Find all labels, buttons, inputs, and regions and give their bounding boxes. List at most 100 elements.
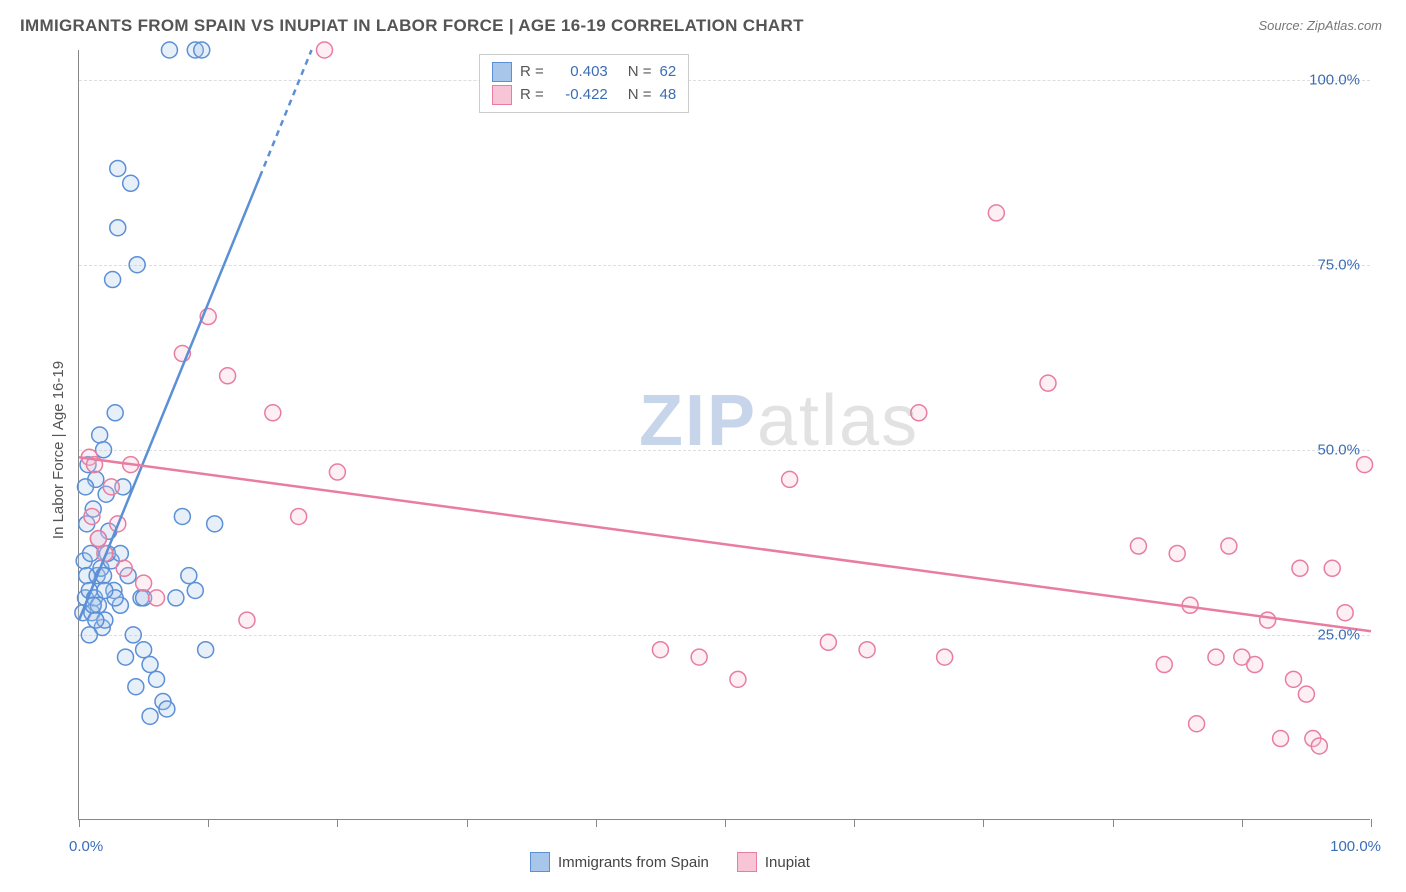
x-tick [1371, 819, 1372, 827]
trend-line-spain [79, 177, 260, 620]
scatter-point-inupiat [1208, 649, 1224, 665]
scatter-point-inupiat [1285, 671, 1301, 687]
x-tick [79, 819, 80, 827]
scatter-point-spain [123, 175, 139, 191]
trend-line-dashed-spain [260, 50, 312, 177]
x-tick [208, 819, 209, 827]
scatter-point-spain [110, 220, 126, 236]
scatter-point-inupiat [782, 471, 798, 487]
scatter-point-inupiat [329, 464, 345, 480]
scatter-point-spain [187, 582, 203, 598]
legend-series: Immigrants from Spain Inupiat [530, 852, 810, 872]
scatter-point-inupiat [1273, 731, 1289, 747]
legend-swatch-spain [492, 62, 512, 82]
scatter-point-inupiat [1189, 716, 1205, 732]
scatter-point-spain [96, 442, 112, 458]
x-tick-label: 100.0% [1321, 838, 1381, 855]
scatter-point-spain [129, 257, 145, 273]
legend-swatch-inupiat [737, 852, 757, 872]
scatter-point-spain [149, 671, 165, 687]
scatter-point-inupiat [136, 575, 152, 591]
scatter-point-inupiat [691, 649, 707, 665]
scatter-point-inupiat [103, 479, 119, 495]
x-tick [1242, 819, 1243, 827]
scatter-point-inupiat [730, 671, 746, 687]
scatter-point-spain [136, 642, 152, 658]
legend-stats: R = 0.403 N = 62 R = -0.422 N = 48 [479, 54, 689, 113]
scatter-point-inupiat [1156, 657, 1172, 673]
scatter-plot: ZIPatlas R = 0.403 N = 62 R = -0.422 N =… [78, 50, 1370, 820]
x-tick [337, 819, 338, 827]
scatter-point-inupiat [149, 590, 165, 606]
scatter-point-spain [159, 701, 175, 717]
scatter-point-inupiat [1247, 657, 1263, 673]
scatter-point-inupiat [90, 531, 106, 547]
x-tick [725, 819, 726, 827]
legend-r-value: 0.403 [552, 61, 608, 84]
scatter-point-spain [125, 627, 141, 643]
x-tick-label: 0.0% [69, 838, 103, 855]
x-tick [854, 819, 855, 827]
scatter-point-spain [198, 642, 214, 658]
y-tick-label: 50.0% [1317, 441, 1360, 458]
scatter-point-spain [207, 516, 223, 532]
scatter-point-inupiat [1311, 738, 1327, 754]
y-axis-label: In Labor Force | Age 16-19 [50, 361, 67, 539]
scatter-point-inupiat [291, 508, 307, 524]
y-tick-label: 75.0% [1317, 256, 1360, 273]
scatter-point-spain [110, 160, 126, 176]
legend-item-inupiat: Inupiat [737, 852, 810, 872]
y-tick-label: 100.0% [1309, 71, 1360, 88]
legend-n-label: N = [628, 84, 652, 107]
chart-area: In Labor Force | Age 16-19 ZIPatlas R = … [50, 50, 1370, 820]
scatter-point-spain [105, 272, 121, 288]
scatter-point-spain [97, 582, 113, 598]
legend-r-label: R = [520, 84, 544, 107]
scatter-point-spain [168, 590, 184, 606]
scatter-point-spain [118, 649, 134, 665]
legend-label: Immigrants from Spain [558, 854, 709, 871]
scatter-point-inupiat [937, 649, 953, 665]
legend-r-value: -0.422 [552, 84, 608, 107]
chart-title: IMMIGRANTS FROM SPAIN VS INUPIAT IN LABO… [20, 16, 804, 36]
legend-n-value: 48 [660, 84, 677, 107]
scatter-point-inupiat [84, 508, 100, 524]
scatter-point-inupiat [1130, 538, 1146, 554]
scatter-point-inupiat [1298, 686, 1314, 702]
legend-n-label: N = [628, 61, 652, 84]
scatter-point-inupiat [988, 205, 1004, 221]
scatter-point-spain [92, 427, 108, 443]
x-tick [596, 819, 597, 827]
scatter-point-spain [174, 508, 190, 524]
scatter-point-inupiat [859, 642, 875, 658]
plot-svg [79, 50, 1370, 819]
scatter-point-spain [142, 708, 158, 724]
x-tick [983, 819, 984, 827]
scatter-point-inupiat [820, 634, 836, 650]
scatter-point-spain [107, 405, 123, 421]
scatter-point-inupiat [1169, 545, 1185, 561]
scatter-point-inupiat [316, 42, 332, 58]
legend-item-spain: Immigrants from Spain [530, 852, 709, 872]
scatter-point-inupiat [1040, 375, 1056, 391]
legend-n-value: 62 [660, 61, 677, 84]
x-tick [467, 819, 468, 827]
scatter-point-inupiat [220, 368, 236, 384]
legend-swatch-inupiat [492, 85, 512, 105]
legend-stats-row: R = 0.403 N = 62 [492, 61, 676, 84]
legend-swatch-spain [530, 852, 550, 872]
scatter-point-spain [88, 612, 104, 628]
scatter-point-inupiat [1260, 612, 1276, 628]
scatter-point-inupiat [116, 560, 132, 576]
scatter-point-spain [181, 568, 197, 584]
scatter-point-spain [128, 679, 144, 695]
scatter-point-inupiat [239, 612, 255, 628]
scatter-point-inupiat [1221, 538, 1237, 554]
scatter-point-inupiat [1292, 560, 1308, 576]
source-attribution: Source: ZipAtlas.com [1258, 18, 1382, 33]
scatter-point-spain [142, 657, 158, 673]
scatter-point-inupiat [1324, 560, 1340, 576]
trend-line-inupiat [79, 457, 1371, 631]
scatter-point-spain [194, 42, 210, 58]
scatter-point-spain [77, 479, 93, 495]
